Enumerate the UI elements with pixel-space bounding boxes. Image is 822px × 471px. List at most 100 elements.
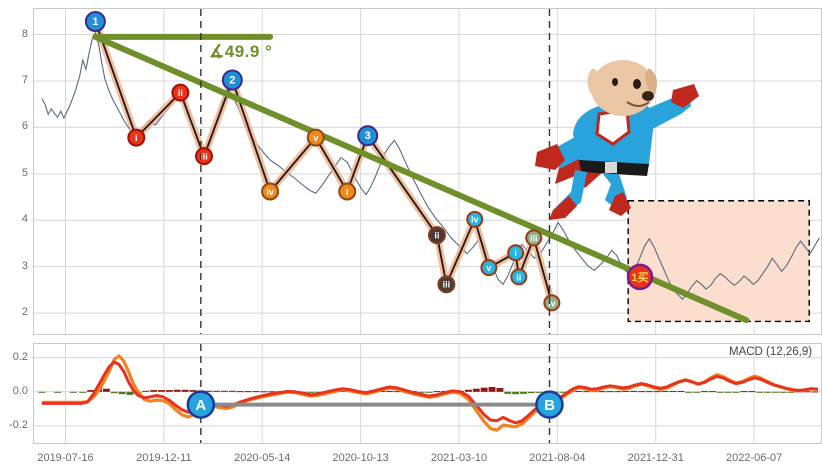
macd-histogram-bar xyxy=(732,391,740,393)
wave-marker[interactable] xyxy=(543,294,561,312)
wave-marker-label: ii xyxy=(178,88,183,98)
wave-marker[interactable] xyxy=(480,259,498,277)
macd-histogram-bar xyxy=(748,391,756,393)
macd-histogram-bar xyxy=(764,391,771,393)
wave-marker[interactable] xyxy=(84,11,106,33)
macd-histogram-bar xyxy=(583,391,590,393)
wave-marker[interactable] xyxy=(261,182,280,201)
macd-histogram-bar xyxy=(150,390,158,392)
x-tick: 2021-03-10 xyxy=(430,452,488,464)
wave-marker-label: i xyxy=(514,248,517,258)
x-tick: 2019-07-16 xyxy=(37,452,94,464)
wave-marker[interactable] xyxy=(127,128,146,147)
macd-histogram-bar xyxy=(614,391,622,393)
wave-marker[interactable] xyxy=(466,210,484,228)
wave-marker-label: iii xyxy=(530,233,538,243)
macd-histogram-bar xyxy=(378,390,386,392)
macd-histogram-bar xyxy=(268,391,276,393)
wave-marker[interactable] xyxy=(338,182,357,201)
macd-histogram-bar xyxy=(811,391,819,393)
wave-marker-label: 1 xyxy=(92,16,98,28)
macd-histogram-bar xyxy=(630,390,638,392)
macd-histogram-bar xyxy=(520,391,527,394)
wave-marker-label: ii xyxy=(516,272,521,282)
macd-histogram-bar xyxy=(716,391,724,393)
macd-histogram-bar xyxy=(307,391,315,393)
macd-histogram-bar xyxy=(38,391,46,393)
wave-marker[interactable] xyxy=(437,275,456,294)
macd-histogram-bar xyxy=(638,391,646,393)
macd-histogram-bar xyxy=(653,391,661,393)
wave-marker[interactable] xyxy=(194,147,213,166)
macd-histogram-bar xyxy=(771,391,779,393)
wave-marker-label: iv xyxy=(266,187,274,197)
wave-marker-label: 2 xyxy=(229,74,235,86)
wave-marker[interactable] xyxy=(427,226,446,245)
wave-marker-label: i xyxy=(135,133,138,143)
macd-histogram-bar xyxy=(512,391,520,395)
macd-histogram-bar xyxy=(244,391,252,393)
macd-histogram-bar xyxy=(606,391,614,393)
macd-histogram-bar xyxy=(496,388,504,392)
wave-marker-label: iv xyxy=(471,215,479,225)
x-tick: 2021-12-31 xyxy=(627,452,684,464)
macd-histogram-bar xyxy=(110,391,118,394)
wave-marker-label: iii xyxy=(200,152,208,162)
macd-histogram-bar xyxy=(787,391,795,393)
macd-histogram-bar xyxy=(181,389,189,392)
macd-histogram-bar xyxy=(213,390,221,392)
macd-dif-line xyxy=(41,360,819,425)
macd-histogram-bar xyxy=(221,390,228,392)
macd-marker[interactable] xyxy=(535,390,564,419)
macd-histogram-bar xyxy=(645,391,653,393)
wave-marker[interactable] xyxy=(221,69,243,91)
macd-histogram-bar xyxy=(87,390,95,392)
macd-histogram-bar xyxy=(173,389,181,392)
macd-histogram-bar xyxy=(236,391,244,393)
price-y-tick: 7 xyxy=(21,73,28,86)
macd-title: MACD (12,26,9) xyxy=(729,346,813,358)
price-y-tick: 5 xyxy=(21,166,28,179)
x-tick: 2020-10-13 xyxy=(332,452,389,464)
highlight-region xyxy=(627,200,810,323)
macd-histogram-bar xyxy=(433,391,441,393)
wave-marker-label: v xyxy=(313,133,318,143)
price-y-tick: 2 xyxy=(21,306,28,319)
macd-histogram-bar xyxy=(661,390,669,392)
macd-histogram-bar xyxy=(693,391,701,393)
price-y-tick: 4 xyxy=(21,213,28,226)
macd-histogram-bar xyxy=(165,390,173,392)
macd-histogram-bar xyxy=(472,388,480,392)
macd-histogram-bar xyxy=(142,390,150,392)
macd-histogram-bar xyxy=(102,388,110,392)
wave-marker[interactable] xyxy=(507,244,525,262)
macd-marker-label: A xyxy=(195,397,206,414)
wave-marker[interactable] xyxy=(525,229,543,247)
macd-histogram-bar xyxy=(685,391,693,393)
macd-histogram-bar xyxy=(417,391,425,393)
macd-histogram-bar xyxy=(54,391,62,393)
wave-marker-label: 3 xyxy=(365,130,371,142)
macd-histogram-bar xyxy=(598,391,606,393)
macd-histogram-bar xyxy=(394,391,402,393)
wave-marker[interactable] xyxy=(306,128,325,147)
macd-histogram-bar xyxy=(504,391,512,394)
angle-annotation: ∡49.9 ° xyxy=(209,42,273,61)
wave-marker[interactable] xyxy=(357,125,379,147)
wave-marker[interactable] xyxy=(171,83,190,102)
macd-y-tick: 0.0 xyxy=(12,384,28,397)
macd-y-tick: -0.2 xyxy=(9,418,28,431)
wave-marker[interactable] xyxy=(510,268,528,286)
wave-marker-label: ii xyxy=(434,231,439,241)
svg-text:$: $ xyxy=(609,119,618,136)
macd-histogram-bar xyxy=(189,390,197,392)
macd-histogram-bar xyxy=(756,391,764,393)
x-tick: 2019-12-11 xyxy=(136,452,192,464)
buy-signal-marker[interactable] xyxy=(626,263,654,291)
wave-marker-label: i xyxy=(346,187,349,197)
macd-marker[interactable] xyxy=(186,390,216,419)
wave-marker-label: iii xyxy=(443,280,451,290)
